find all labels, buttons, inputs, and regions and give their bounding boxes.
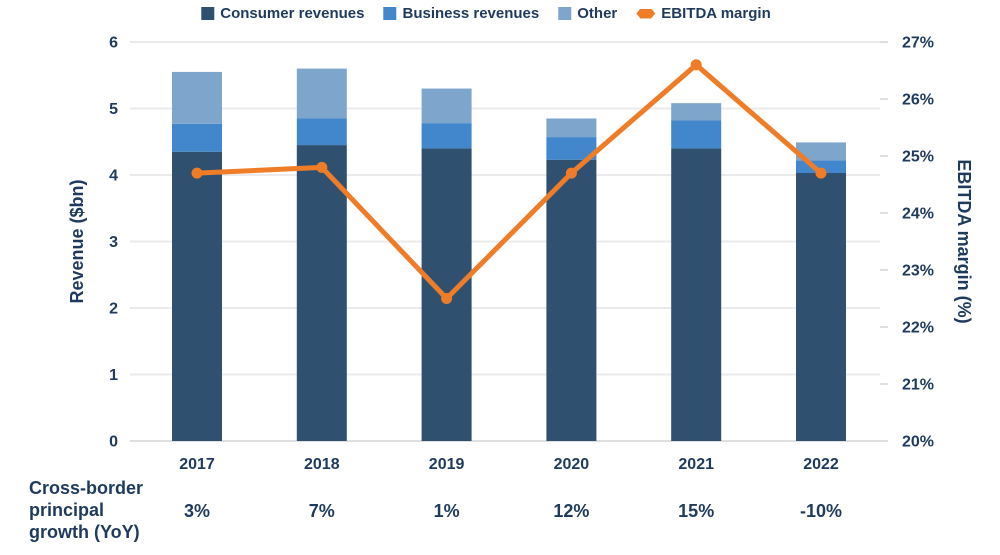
y-right-tick-label: 22% — [902, 320, 934, 337]
y-left-axis-title: Revenue ($bn) — [67, 179, 87, 303]
bar-segment — [172, 151, 222, 441]
bar-segment — [172, 123, 222, 152]
growth-value: 3% — [183, 501, 210, 521]
business-revenues-swatch-icon — [383, 7, 397, 20]
legend-label-business-revenues: Business revenues — [402, 5, 540, 22]
ebitda-margin-line — [194, 62, 824, 301]
growth-row-label-line: principal — [29, 499, 105, 520]
ebitda-margin-point — [441, 293, 453, 304]
bar-segment — [421, 88, 472, 124]
bar-segment — [296, 118, 347, 146]
y-right-tick-label: 26% — [902, 92, 934, 109]
x-axis-label: 2022 — [803, 456, 839, 473]
x-axis-label: 2018 — [304, 456, 340, 473]
ebitda-margin-point — [191, 167, 203, 179]
x-axis-label: 2019 — [429, 456, 465, 473]
y-right-axis-title: EBITDA margin (%) — [954, 159, 974, 323]
x-axis-label: 2017 — [179, 456, 215, 473]
ebitda-margin-marker-icon — [636, 8, 656, 19]
bar-segment — [546, 118, 597, 138]
bar-segment — [796, 173, 846, 441]
bar-segment — [296, 145, 347, 441]
legend-item-ebitda-margin: EBITDA margin — [636, 5, 771, 22]
bar-segment — [546, 159, 597, 441]
y-left-tick-label: 5 — [109, 101, 118, 118]
bar-segment — [296, 68, 347, 119]
bar-segment — [546, 137, 597, 160]
y-left-tick-label: 6 — [109, 35, 118, 52]
bar-segment — [671, 120, 722, 149]
ebitda-margin-point — [690, 59, 702, 71]
y-right-tick-label: 20% — [902, 434, 934, 451]
legend-label-ebitda-margin: EBITDA margin — [661, 5, 771, 22]
growth-row-label-line: Cross-border — [29, 478, 144, 498]
y-left-tick-label: 4 — [109, 168, 118, 185]
ebitda-margin-point — [815, 167, 827, 179]
legend-item-business-revenues: Business revenues — [383, 5, 540, 22]
legend-label-consumer-revenues: Consumer revenues — [220, 5, 365, 22]
y-left-tick-label: 3 — [109, 234, 118, 251]
growth-value: 15% — [678, 501, 715, 521]
y-right-tick-label: 21% — [902, 377, 934, 394]
growth-row-label: Cross-border principal growth (YoY) — [29, 478, 143, 544]
legend: Consumer revenues Business revenues Othe… — [201, 5, 771, 22]
growth-value: 1% — [433, 501, 460, 521]
bar-segment — [671, 103, 722, 121]
growth-row-label-line: growth (YoY) — [29, 521, 140, 542]
bar-segment — [172, 71, 222, 124]
growth-value: -10% — [799, 501, 843, 521]
consumer-revenues-swatch-icon — [201, 7, 215, 20]
x-axis-label: 2021 — [678, 456, 714, 473]
y-right-tick-label: 24% — [902, 206, 934, 223]
legend-item-other: Other — [558, 5, 617, 22]
y-left-tick-label: 0 — [109, 434, 118, 451]
growth-value: 7% — [308, 501, 335, 521]
ebitda-margin-point — [316, 161, 328, 173]
y-right-tick-label: 27% — [902, 35, 934, 52]
bar-segment — [421, 123, 472, 149]
y-left-tick-label: 1 — [109, 367, 118, 384]
other-swatch-icon — [558, 7, 572, 20]
y-right-tick-label: 23% — [902, 263, 934, 280]
legend-item-consumer-revenues: Consumer revenues — [201, 5, 365, 22]
ebitda-margin-point — [565, 167, 577, 179]
growth-value: 12% — [553, 501, 590, 521]
x-axis-label: 2020 — [554, 456, 590, 473]
bar-segment — [796, 142, 846, 161]
legend-label-other: Other — [577, 5, 618, 22]
y-right-tick-label: 25% — [902, 149, 934, 166]
revenue-ebitda-combo-chart: 0 1 2 3 4 5 6 20% 21% 22% 23% 24% 25% 26% 27% 2017 2018 2… — [67, 35, 974, 474]
y-left-tick-label: 2 — [109, 301, 118, 318]
bar-segment — [671, 148, 722, 441]
